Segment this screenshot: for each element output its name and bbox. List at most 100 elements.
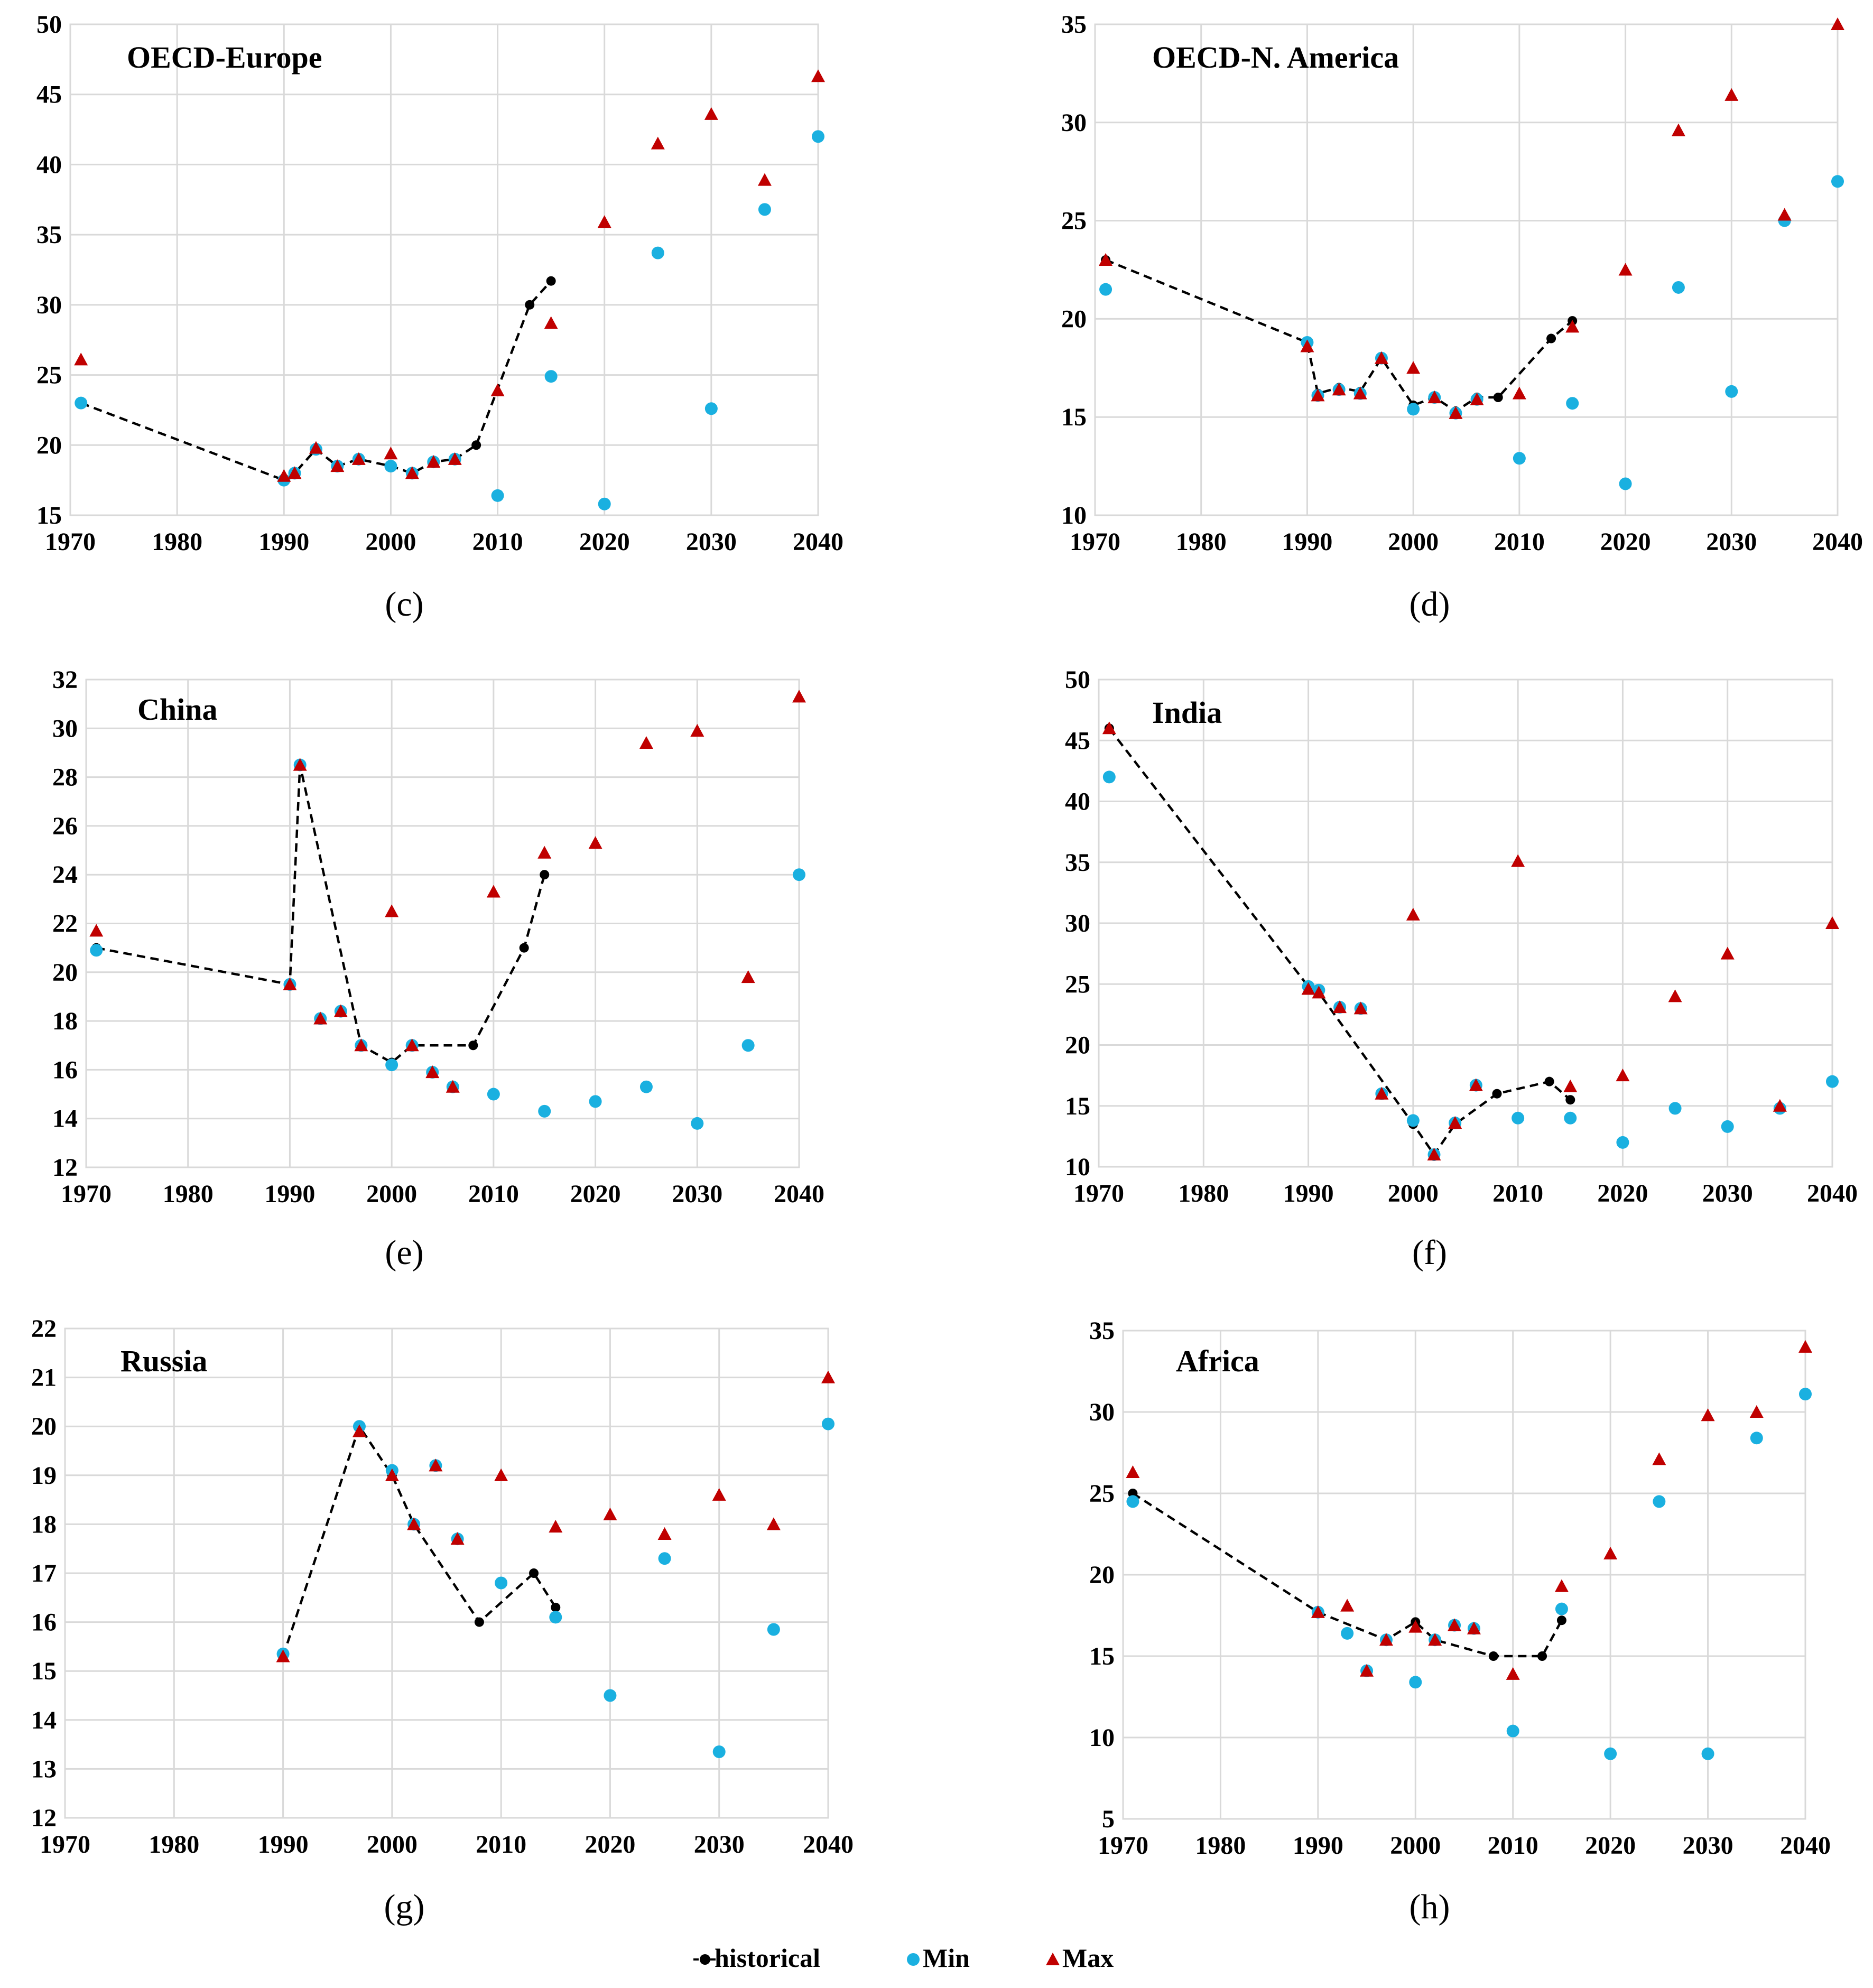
historical-point [551,1602,561,1612]
max-point [89,924,104,937]
x-tick-label: 1970 [40,1831,90,1859]
x-tick-label: 1990 [258,528,309,556]
min-point [1799,1388,1812,1401]
historical-point [529,1568,539,1578]
y-tick-label: 15 [1089,1642,1115,1670]
max-point [1102,721,1116,735]
historical-point [1556,1615,1566,1625]
max-point [1616,1069,1630,1082]
max-point [426,455,441,468]
max-point [1448,1116,1462,1129]
min-point [549,1611,562,1624]
x-tick-label: 2000 [1388,528,1439,556]
max-point [405,466,419,479]
x-tick-label: 2020 [1600,528,1651,556]
max-point [597,215,611,228]
min-point [384,460,397,473]
x-tick-label: 2040 [793,528,843,556]
min-point [1512,1111,1525,1125]
max-point [1406,361,1421,374]
max-point [1375,1086,1389,1100]
y-tick-label: 18 [52,1007,78,1035]
max-point [283,977,297,990]
max-point [1427,391,1442,404]
panel-china: 1970 1980 1990 2000 2010 2020 2030 204012141618… [52,666,824,1272]
max-point [490,383,505,396]
max-point [384,447,398,460]
min-point [90,944,103,957]
y-tick-label: 35 [1065,849,1090,877]
max-point [448,452,462,465]
y-tick-label: 20 [52,959,78,987]
max-point [352,1424,366,1437]
max-point [1720,946,1735,960]
max-point [313,1011,328,1025]
legend-marker [907,1953,920,1966]
y-tick-label: 35 [1089,1317,1115,1345]
y-tick-label: 25 [1089,1480,1115,1508]
min-point [75,396,88,410]
historical-point [546,276,556,286]
y-tick-label: 20 [1065,1032,1090,1060]
x-tick-label: 2040 [774,1180,824,1208]
max-point [1469,1078,1483,1091]
y-tick-label: 25 [36,361,62,389]
x-tick-label: 2020 [585,1831,635,1859]
min-point [487,1088,500,1101]
min-point [651,246,664,259]
max-point [1749,1405,1764,1418]
y-tick-label: 25 [1065,970,1090,998]
x-tick-label: 2010 [476,1831,526,1859]
min-point [538,1104,551,1118]
max-point [1428,1633,1442,1646]
y-tick-label: 35 [1061,11,1087,39]
max-point [494,1468,508,1481]
x-tick-label: 1990 [1283,1179,1334,1207]
y-tick-label: 35 [36,221,62,249]
max-point [277,469,291,482]
panel-russia: 1970 1980 1990 2000 2010 2020 2030 2040 12 13 14 15… [31,1315,854,1926]
max-point [486,885,500,898]
min-point [491,489,504,502]
x-tick-label: 1980 [152,528,202,556]
min-point [1616,1136,1629,1149]
max-point [1701,1408,1715,1422]
min-point [1102,770,1116,784]
max-point [657,1527,672,1540]
min-point [1725,385,1738,398]
historical-point [1492,1089,1502,1099]
panel-title: China [137,692,218,727]
x-tick-label: 1980 [1176,528,1227,556]
y-tick-label: 13 [31,1755,57,1783]
x-tick-label: 2020 [570,1180,621,1208]
historical-point [519,943,529,953]
y-tick-label: 21 [31,1364,57,1392]
max-point [651,136,665,150]
min-point [1831,175,1844,188]
legend: historical Min Max [693,1943,1114,1973]
plot-frame [85,679,800,1168]
x-tick-label: 2020 [579,528,630,556]
min-point [1406,1114,1420,1127]
y-tick-label: 32 [52,666,78,694]
max-point [1467,1621,1481,1634]
max-point [1311,388,1325,402]
x-tick-label: 1990 [1293,1832,1343,1860]
max-point [712,1488,726,1501]
x-tick-label: 1970 [1070,528,1120,556]
max-point [1332,383,1346,396]
y-tick-label: 22 [52,910,78,938]
x-tick-label: 1970 [61,1180,112,1208]
historical-point [1537,1651,1547,1661]
min-point [1653,1495,1666,1508]
y-tick-label: 30 [52,714,78,742]
historical-point [471,440,481,450]
x-tick-label: 2020 [1597,1179,1648,1207]
min-point [1564,1111,1577,1125]
min-point [1826,1075,1839,1088]
x-tick-label: 2010 [1492,1179,1543,1207]
historical-point [1546,333,1556,343]
min-point [1407,403,1420,416]
panel-title: Africa [1176,1344,1259,1378]
